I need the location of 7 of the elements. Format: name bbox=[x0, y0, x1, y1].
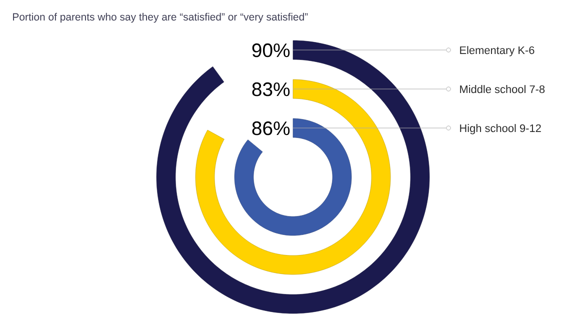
category-label: Middle school 7-8 bbox=[460, 85, 545, 94]
data-label: 90% bbox=[252, 43, 290, 58]
category-label: Elementary K-6 bbox=[460, 46, 534, 56]
data-label: 83% bbox=[252, 82, 290, 96]
category-label: High school 9-12 bbox=[460, 124, 541, 134]
text: Portion of parents who say they are “satisfied” or “very satisfied” bbox=[13, 12, 308, 23]
data-label: 86% bbox=[252, 121, 290, 136]
